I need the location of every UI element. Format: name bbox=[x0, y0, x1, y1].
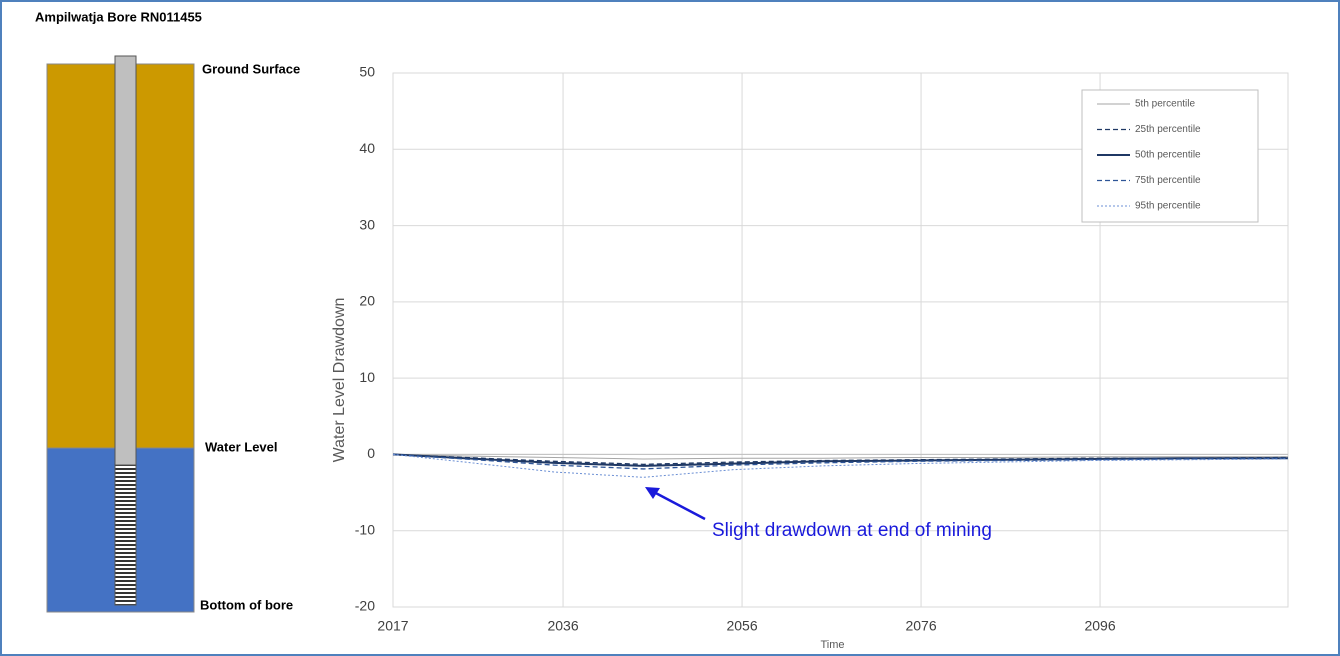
diagram-title: Ampilwatja Bore RN011455 bbox=[35, 9, 202, 24]
y-tick-label: -10 bbox=[355, 521, 375, 537]
legend-label: 75th percentile bbox=[1135, 175, 1201, 186]
y-tick-label: 40 bbox=[359, 140, 375, 156]
annotation-arrowhead bbox=[645, 487, 660, 499]
legend-label: 5th percentile bbox=[1135, 99, 1195, 110]
y-tick-label: -20 bbox=[355, 598, 375, 614]
series-line bbox=[392, 453, 1288, 460]
x-axis-label: Time bbox=[820, 639, 844, 651]
chart: -20 -10 0 10 20 30 40 50 2017 2036 2056 2076 2096 Wat… bbox=[331, 64, 1289, 651]
annotation: Slight drawdown at end of mining bbox=[712, 520, 992, 541]
x-tick-label: 2056 bbox=[726, 618, 757, 634]
bottom-label: Bottom of bore bbox=[200, 597, 293, 612]
x-tick-label: 2017 bbox=[377, 618, 408, 634]
series-line bbox=[392, 453, 1289, 470]
bore-screen bbox=[114, 464, 137, 606]
y-tick-label: 0 bbox=[367, 445, 375, 461]
y-tick-label: 20 bbox=[359, 293, 375, 309]
legend-label: 50th percentile bbox=[1135, 150, 1201, 161]
water-label: Water Level bbox=[205, 439, 278, 454]
x-tick-label: 2076 bbox=[905, 618, 936, 634]
series-line bbox=[392, 453, 1288, 467]
y-tick-label: 50 bbox=[359, 64, 375, 80]
y-axis-label: Water Level Drawdown bbox=[331, 298, 348, 463]
legend-label: 25th percentile bbox=[1135, 124, 1201, 135]
y-tick-label: 30 bbox=[359, 216, 375, 232]
y-tick-label: 10 bbox=[359, 369, 375, 385]
x-tick-label: 2036 bbox=[547, 618, 578, 634]
x-tick-label: 2096 bbox=[1084, 618, 1115, 634]
series-line bbox=[392, 453, 1289, 478]
ground-label: Ground Surface bbox=[202, 61, 300, 76]
bore-casing bbox=[114, 55, 137, 466]
legend-label: 95th percentile bbox=[1135, 201, 1201, 212]
annotation-arrow bbox=[649, 488, 706, 521]
